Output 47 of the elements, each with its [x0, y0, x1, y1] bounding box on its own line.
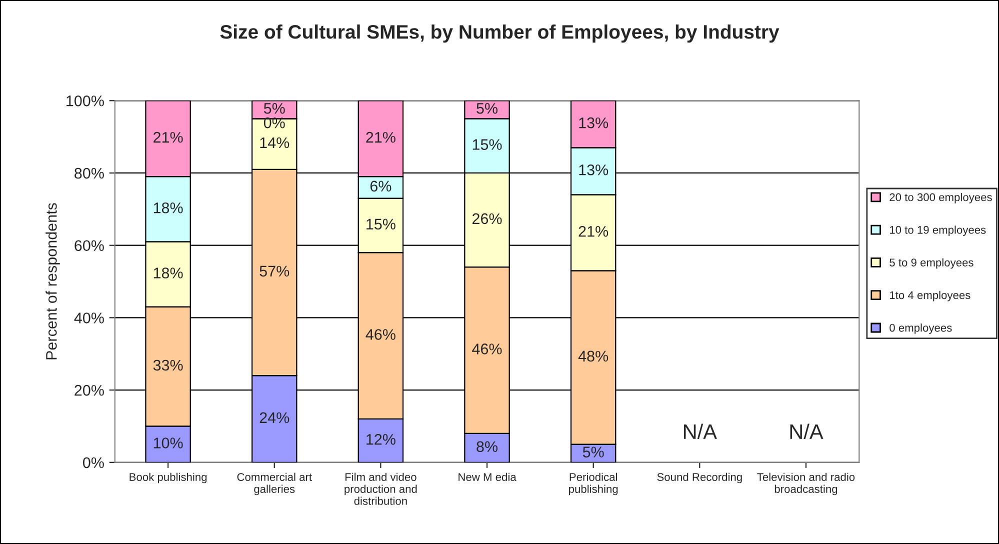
y-tick-label: 20% — [74, 384, 104, 396]
data-label: 26% — [472, 213, 502, 224]
data-label: 0% — [264, 117, 285, 128]
data-label: 15% — [472, 139, 502, 150]
chart-title: Size of Cultural SMEs, by Number of Employees, by Industry — [220, 24, 780, 43]
x-tick-label: Sound Recording — [657, 472, 742, 484]
data-label: 5% — [476, 103, 498, 114]
x-tick-label: Television and radio broadcasting — [757, 472, 855, 496]
data-label: 21% — [366, 132, 396, 143]
annotation: N/A — [684, 424, 717, 440]
y-tick-label: 0% — [82, 457, 104, 468]
legend-label: 1to 4 employees — [890, 290, 970, 302]
data-label: 46% — [472, 344, 502, 354]
data-label: 18% — [154, 268, 183, 278]
x-tick-label: Periodical publishing — [569, 472, 618, 496]
data-label: 21% — [154, 132, 183, 143]
data-label: 13% — [579, 164, 608, 176]
x-tick-label: New M edia — [458, 472, 516, 481]
data-label: 5% — [582, 446, 604, 458]
y-axis-title: Percent of respondents — [46, 203, 60, 360]
x-tick-label: Film and video production and distribution — [344, 472, 417, 505]
x-tick-label: Book publishing — [130, 472, 207, 484]
data-label: 33% — [153, 360, 183, 371]
data-label: 57% — [260, 266, 290, 277]
data-label: 48% — [578, 350, 608, 362]
legend-label: 5 to 9 employees — [890, 258, 974, 269]
data-label: 18% — [154, 202, 183, 214]
data-label: 21% — [578, 226, 608, 237]
data-label: 24% — [260, 412, 290, 424]
data-label: 13% — [579, 117, 608, 128]
data-label: 6% — [370, 180, 392, 192]
data-label: 10% — [154, 438, 183, 448]
legend-label: 0 employees — [890, 324, 952, 334]
data-label: 14% — [260, 137, 290, 148]
legend-label: 20 to 300 employees — [890, 193, 992, 204]
y-tick-label: 60% — [74, 240, 104, 252]
data-label: 12% — [366, 434, 396, 445]
y-tick-label: 100% — [66, 96, 104, 106]
x-tick-label: Commercial art galleries — [237, 472, 312, 496]
data-label: 5% — [264, 103, 285, 114]
data-label: 15% — [366, 218, 396, 230]
y-tick-label: 40% — [74, 312, 104, 324]
legend-label: 10 to 19 employees — [890, 226, 986, 236]
annotation: N/A — [790, 424, 824, 440]
y-tick-label: 80% — [74, 168, 104, 179]
data-label: 8% — [476, 441, 498, 452]
data-label: 46% — [366, 329, 396, 340]
